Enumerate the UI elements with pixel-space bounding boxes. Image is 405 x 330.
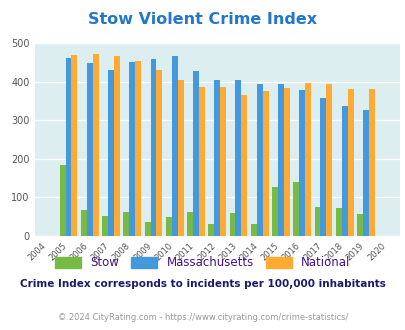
Bar [283, 88, 289, 236]
Bar [298, 90, 305, 236]
Bar [65, 58, 71, 236]
Bar [144, 222, 150, 236]
Bar [356, 214, 362, 236]
Bar [123, 212, 129, 236]
Bar [92, 54, 98, 236]
Bar [208, 224, 214, 236]
Bar [192, 71, 198, 236]
Bar [368, 89, 374, 236]
Bar [305, 83, 310, 236]
Bar [87, 63, 92, 236]
Bar [171, 56, 177, 236]
Bar [262, 91, 268, 236]
Bar [326, 84, 332, 236]
Bar [150, 59, 156, 236]
Bar [241, 95, 247, 236]
Bar [341, 106, 347, 236]
Bar [256, 84, 262, 236]
Bar [187, 212, 192, 236]
Bar [220, 86, 226, 236]
Text: Stow Violent Crime Index: Stow Violent Crime Index [88, 12, 317, 26]
Bar [71, 55, 77, 236]
Bar [250, 224, 256, 236]
Bar [102, 216, 108, 236]
Bar [235, 80, 241, 236]
Bar [135, 61, 141, 236]
Text: © 2024 CityRating.com - https://www.cityrating.com/crime-statistics/: © 2024 CityRating.com - https://www.city… [58, 313, 347, 322]
Bar [314, 207, 320, 236]
Bar [81, 210, 87, 236]
Bar [108, 70, 114, 236]
Bar [198, 86, 205, 236]
Bar [277, 84, 283, 236]
Bar [347, 89, 353, 236]
Bar [271, 186, 277, 236]
Legend: Stow, Massachusetts, National: Stow, Massachusetts, National [51, 252, 354, 274]
Bar [362, 110, 368, 236]
Bar [129, 62, 135, 236]
Bar [320, 98, 326, 236]
Bar [335, 208, 341, 236]
Bar [156, 70, 162, 236]
Bar [114, 56, 119, 236]
Bar [60, 165, 65, 236]
Bar [229, 213, 235, 236]
Bar [214, 80, 220, 236]
Bar [177, 80, 183, 236]
Bar [165, 217, 171, 236]
Bar [292, 182, 298, 236]
Text: Crime Index corresponds to incidents per 100,000 inhabitants: Crime Index corresponds to incidents per… [20, 279, 385, 289]
